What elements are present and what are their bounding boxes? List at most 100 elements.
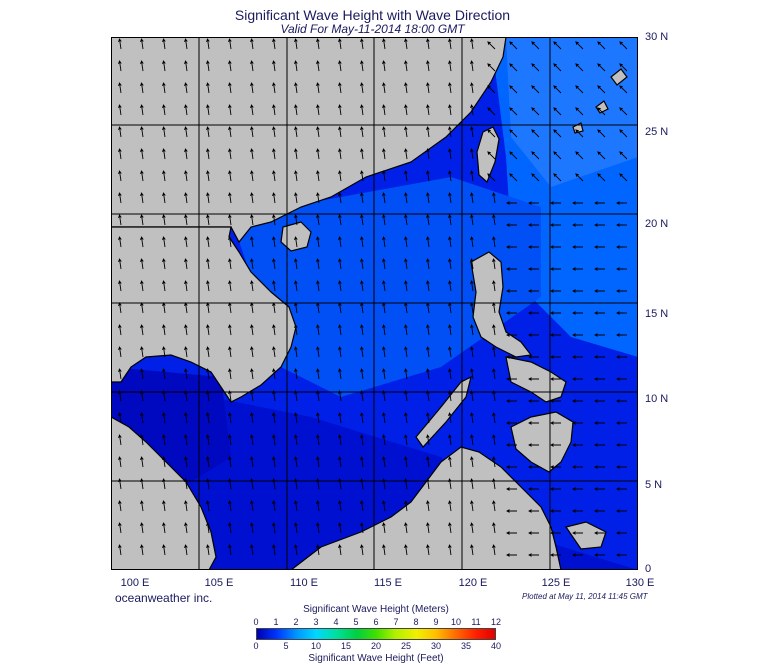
wave-direction-arrow [448, 192, 452, 204]
wave-direction-arrow [506, 399, 517, 403]
wave-direction-arrow [470, 60, 474, 72]
land-hainan [280, 221, 312, 252]
wave-direction-arrow [448, 456, 452, 468]
wave-direction-arrow [597, 173, 606, 182]
land-taiwan [476, 126, 500, 184]
wave-direction-arrow [448, 38, 452, 50]
wave-direction-arrow [162, 368, 166, 380]
wave-direction-arrow [550, 311, 561, 315]
land-malay-peninsula [111, 416, 217, 570]
wave-direction-arrow [316, 412, 320, 424]
wave-direction-arrow [206, 280, 210, 292]
wave-direction-arrow [448, 170, 452, 182]
lat-label-5n: 5 N [645, 479, 663, 491]
wave-direction-arrow [162, 236, 166, 248]
wave-direction-arrow [382, 236, 386, 248]
wave-direction-arrow [184, 60, 188, 72]
wave-direction-arrow [250, 38, 254, 50]
wave-direction-arrow [206, 500, 210, 512]
wave-direction-arrow [206, 390, 210, 402]
wave-direction-arrow [118, 148, 122, 160]
land-indochina [111, 226, 297, 403]
wave-direction-arrow [550, 531, 561, 535]
wave-direction-arrow [470, 214, 474, 226]
wave-direction-arrow [294, 60, 298, 72]
wave-direction-arrow [206, 324, 210, 336]
wave-direction-arrow [470, 148, 474, 160]
wave-direction-arrow [528, 421, 539, 425]
wave-direction-arrow [338, 478, 342, 490]
wave-direction-arrow [184, 280, 188, 292]
wave-direction-arrow [184, 236, 188, 248]
wave-direction-arrow [294, 302, 298, 314]
wave-direction-arrow [338, 302, 342, 314]
wave-direction-arrow [448, 214, 452, 226]
wave-direction-arrow [426, 236, 430, 248]
wave-direction-arrow [294, 412, 298, 424]
feet-tick: 35 [460, 641, 472, 651]
wave-direction-arrow [470, 82, 474, 94]
wave-direction-arrow [448, 104, 452, 116]
land-mindanao [510, 411, 574, 473]
wave-direction-arrow [470, 280, 474, 292]
wave-direction-arrow [616, 553, 627, 557]
land-borneo [290, 446, 562, 570]
lon-label-120e: 120 E [458, 577, 488, 589]
wave-direction-arrow [184, 192, 188, 204]
wave-direction-arrow [162, 456, 166, 468]
wave-direction-arrow [404, 280, 408, 292]
wave-direction-arrow [550, 267, 561, 271]
wave-direction-arrow [426, 522, 430, 534]
wave-direction-arrow [140, 38, 144, 50]
wave-direction-arrow [470, 104, 474, 116]
wave-direction-arrow [448, 280, 452, 292]
wave-direction-arrow [448, 324, 452, 336]
wave-direction-arrow [426, 456, 430, 468]
wave-direction-arrow [506, 311, 517, 315]
wave-direction-arrow [470, 258, 474, 270]
wave-direction-arrow [404, 544, 408, 556]
wave-direction-arrow [140, 214, 144, 226]
wave-direction-arrow [316, 258, 320, 270]
wave-direction-arrow [550, 553, 561, 557]
wave-direction-arrow [338, 60, 342, 72]
wave-direction-arrow [184, 346, 188, 358]
wave-direction-arrow [140, 412, 144, 424]
wave-direction-arrow [250, 214, 254, 226]
wave-direction-arrow [448, 478, 452, 490]
wave-direction-arrow [616, 333, 627, 337]
wave-direction-arrow [426, 368, 430, 380]
wave-direction-arrow [360, 280, 364, 292]
wave-band-strait [506, 37, 638, 187]
wave-direction-arrow [250, 478, 254, 490]
wave-direction-arrow [272, 500, 276, 512]
wave-direction-arrow [118, 214, 122, 226]
wave-direction-arrow [382, 60, 386, 72]
wave-direction-arrow [426, 412, 430, 424]
wave-direction-arrow [206, 82, 210, 94]
wave-direction-arrow [294, 214, 298, 226]
wave-direction-arrow [250, 82, 254, 94]
wave-direction-arrow [206, 302, 210, 314]
wave-direction-arrow [572, 553, 583, 557]
wave-direction-arrow [250, 456, 254, 468]
wave-direction-arrow [360, 324, 364, 336]
wave-direction-arrow [528, 487, 539, 491]
wave-direction-arrow [228, 38, 232, 50]
wave-direction-arrow [294, 324, 298, 336]
wave-direction-arrow [531, 173, 540, 182]
wave-direction-arrow [382, 38, 386, 50]
wave-direction-arrow [426, 148, 430, 160]
wave-direction-arrow [294, 104, 298, 116]
wave-direction-arrow [404, 324, 408, 336]
wave-direction-arrow [426, 500, 430, 512]
wave-direction-arrow [162, 60, 166, 72]
wave-direction-arrow [382, 148, 386, 160]
wave-direction-arrow [162, 170, 166, 182]
wave-direction-arrow [228, 192, 232, 204]
wave-direction-arrow [272, 192, 276, 204]
wave-direction-arrow [572, 267, 583, 271]
wave-direction-arrow [572, 355, 583, 359]
wave-direction-arrow [382, 126, 386, 138]
wave-direction-arrow [118, 434, 122, 446]
